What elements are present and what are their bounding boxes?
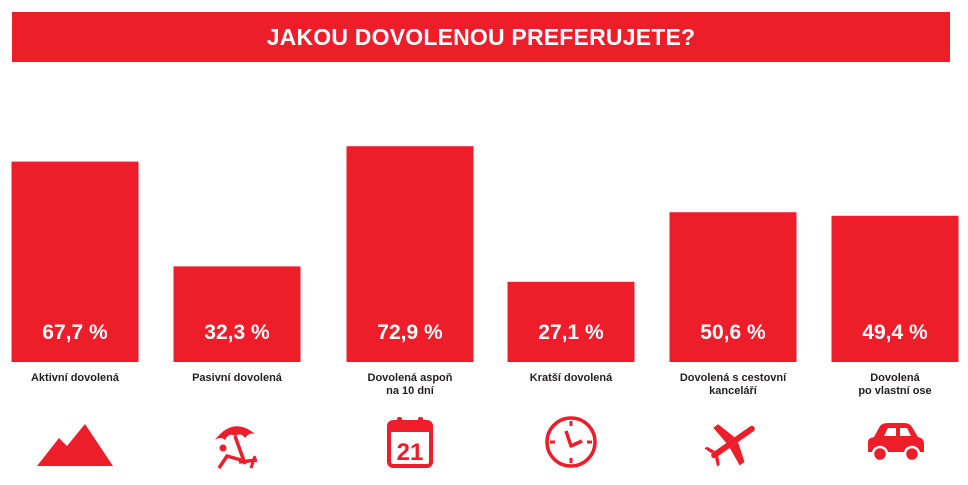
category-label-4: Kratší dovolená <box>529 372 613 384</box>
calendar-day-number: 21 <box>397 439 424 466</box>
value-label-6: 49,4 % <box>862 321 928 344</box>
value-label-5: 50,6 % <box>700 321 766 344</box>
category-label-3: Dovolená aspoň na 10 dní <box>367 372 453 397</box>
value-label-3: 72,9 % <box>377 321 443 344</box>
value-label-2: 32,3 % <box>204 321 270 344</box>
category-label-6: Dovolená po vlastní ose <box>858 372 932 397</box>
value-label-4: 27,1 % <box>538 321 604 344</box>
value-label-1: 67,7 % <box>42 321 108 344</box>
airplane-icon <box>703 415 763 469</box>
beach-umbrella-icon <box>211 418 263 470</box>
bar-5 <box>669 212 797 362</box>
bar-1 <box>11 161 139 362</box>
clock-icon <box>544 415 598 469</box>
calendar-icon: 21 <box>386 416 434 468</box>
category-label-1: Aktivní dovolená <box>30 372 120 384</box>
bar-2 <box>173 266 301 362</box>
car-icon <box>864 420 926 464</box>
bar-3 <box>346 146 474 362</box>
bar-4 <box>507 281 635 362</box>
bar-6 <box>831 215 959 362</box>
category-label-5: Dovolená s cestovní kanceláří <box>679 372 787 397</box>
category-label-2: Pasivní dovolená <box>192 372 282 384</box>
chart-title: JAKOU DOVOLENOU PREFERUJETE? <box>12 12 950 62</box>
mountains-icon <box>37 424 113 466</box>
